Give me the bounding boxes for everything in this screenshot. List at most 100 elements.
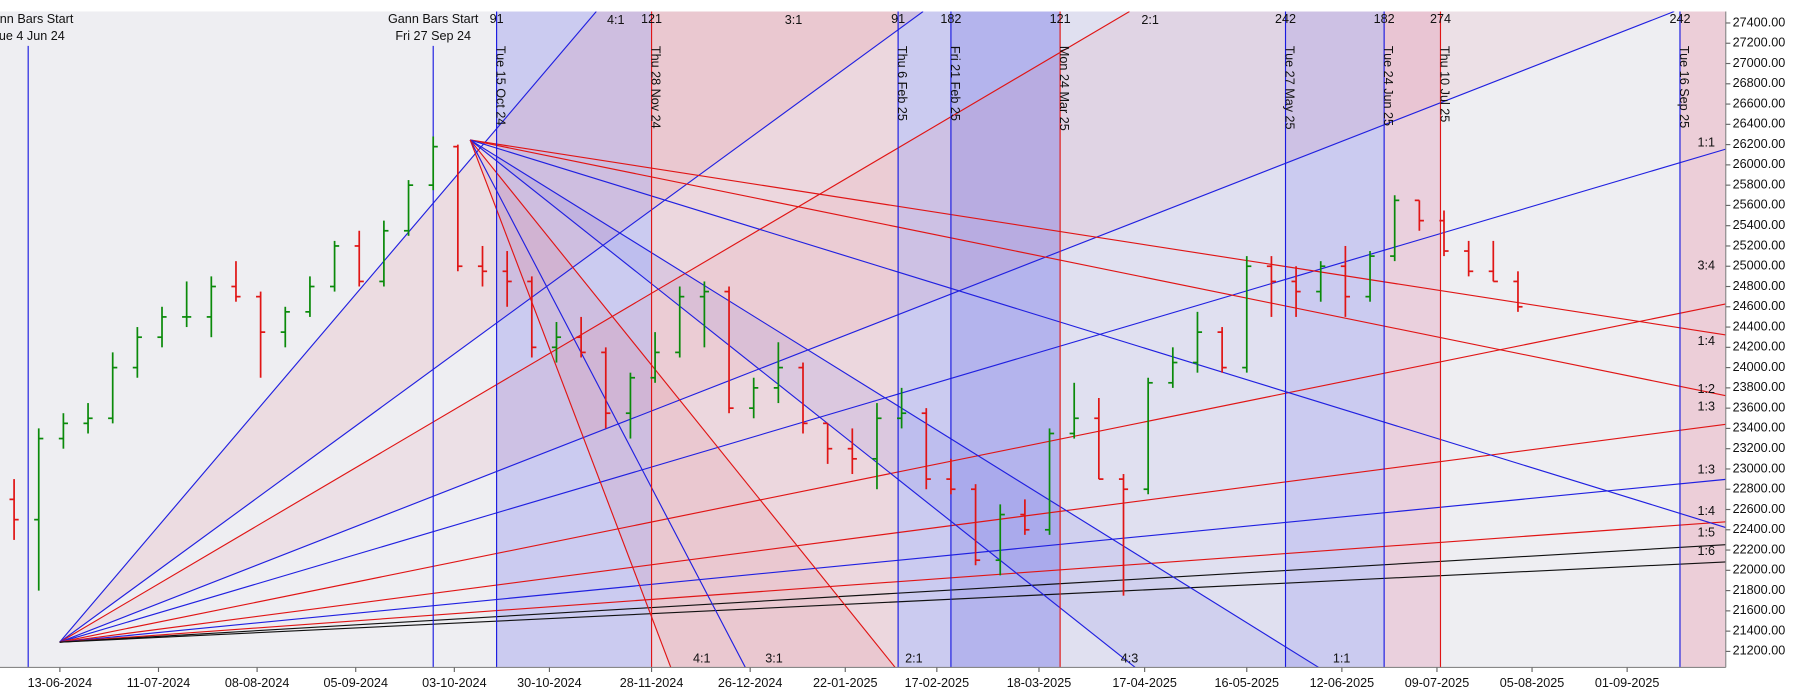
y-tick-label: 21400.00: [1733, 623, 1786, 637]
x-tick-label: 17-02-2025: [905, 676, 970, 690]
bar-count: 242: [1275, 12, 1296, 26]
time-line-label: Mon 24 Mar 25: [1057, 46, 1071, 131]
ratio-label: 1:4: [1697, 334, 1715, 348]
x-tick-label: 13-06-2024: [28, 676, 93, 690]
ratio-label: 3:1: [765, 652, 783, 666]
time-line-label: Fri 21 Feb 25: [948, 46, 962, 121]
ratio-label: 1:1: [1333, 652, 1351, 666]
start-date: Tue 4 Jun 24: [0, 29, 65, 43]
ratio-label: 4:3: [1121, 652, 1139, 666]
band: [1679, 11, 1726, 668]
bar-count: 182: [940, 12, 961, 26]
ratio-label: 1:1: [1697, 136, 1715, 150]
time-line-label: Thu 28 Nov 24: [649, 46, 663, 129]
time-line-label: Tue 27 May 25: [1283, 46, 1297, 130]
fan-line: [59, 521, 1726, 643]
ratio-label: 1:4: [1697, 504, 1715, 518]
y-tick-label: 21600.00: [1733, 603, 1786, 617]
time-line-label: Tue 24 Jun 25: [1381, 46, 1395, 126]
start-date: Fri 27 Sep 24: [395, 29, 471, 43]
y-tick-label: 24200.00: [1733, 340, 1786, 354]
ratio-label: 2:1: [1141, 13, 1159, 27]
fan-line: [469, 139, 672, 668]
time-line-label: Tue 16 Sep 25: [1677, 46, 1691, 128]
y-tick-label: 23600.00: [1733, 400, 1786, 414]
y-tick-label: 23800.00: [1733, 380, 1786, 394]
ratio-label: 4:1: [693, 652, 711, 666]
y-tick-label: 22600.00: [1733, 502, 1786, 516]
labels: Gann Bars Start Tue 4 Jun 24 Gann Bars Sta…: [0, 12, 1715, 666]
bar-count: 91: [891, 12, 905, 26]
ratio-label: 1:6: [1697, 544, 1715, 558]
y-tick-label: 22800.00: [1733, 482, 1786, 496]
x-tick-label: 28-11-2024: [620, 676, 684, 690]
time-line-label: Tue 15 Oct 24: [494, 46, 508, 125]
y-tick-label: 22400.00: [1733, 522, 1786, 536]
fan-line: [59, 561, 1726, 643]
x-tick-label: 01-09-2025: [1595, 676, 1660, 690]
y-tick-label: 23200.00: [1733, 441, 1786, 455]
band: [651, 11, 899, 668]
x-tick-label: 26-12-2024: [718, 676, 782, 690]
fan-line: [59, 148, 1726, 643]
x-tick-label: 16-05-2025: [1215, 676, 1279, 690]
x-tick-label: 11-07-2024: [127, 676, 191, 690]
ratio-label: 4:1: [607, 13, 625, 27]
ratio-label: 1:5: [1697, 526, 1715, 540]
y-tick-label: 24000.00: [1733, 360, 1786, 374]
x-tick-label: 30-10-2024: [517, 676, 582, 690]
bar-count: 121: [641, 12, 662, 26]
y-tick-label: 23400.00: [1733, 421, 1786, 435]
x-tick-label: 09-07-2025: [1405, 676, 1470, 690]
y-tick-label: 26200.00: [1733, 137, 1786, 151]
fan-line: [59, 303, 1726, 643]
y-tick-label: 25400.00: [1733, 218, 1786, 232]
start-header: Gann Bars Start: [0, 12, 74, 26]
y-tick-label: 26600.00: [1733, 96, 1786, 110]
y-tick-label: 27200.00: [1733, 36, 1786, 50]
fan-line: [469, 139, 896, 668]
bar-count: 91: [490, 12, 504, 26]
y-tick-label: 27400.00: [1733, 15, 1786, 29]
ratio-label: 3:1: [785, 13, 803, 27]
gann-fans: [59, 11, 1726, 668]
price-bars: [9, 136, 1523, 596]
y-tick-label: 25000.00: [1733, 259, 1786, 273]
bar-count: 274: [1430, 12, 1451, 26]
bar-count: 242: [1669, 12, 1690, 26]
x-tick-label: 05-09-2024: [323, 676, 388, 690]
y-tick-label: 24600.00: [1733, 299, 1786, 313]
time-lines: [27, 11, 1681, 668]
x-tick-label: 08-08-2024: [225, 676, 290, 690]
band: [1285, 11, 1385, 668]
y-tick-label: 24400.00: [1733, 319, 1786, 333]
bands: [496, 11, 1726, 668]
fan-line: [470, 139, 1726, 336]
x-tick-label: 18-03-2025: [1007, 676, 1072, 690]
fan-line: [59, 423, 1726, 643]
y-tick-label: 25600.00: [1733, 198, 1786, 212]
bar-count: 121: [1050, 12, 1071, 26]
y-tick-label: 26400.00: [1733, 117, 1786, 131]
ratio-label: 1:3: [1697, 399, 1715, 413]
x-tick-label: 03-10-2024: [422, 676, 487, 690]
y-tick-label: 25200.00: [1733, 238, 1786, 252]
x-tick-label: 17-04-2025: [1112, 676, 1177, 690]
y-tick-label: 27000.00: [1733, 56, 1786, 70]
y-tick-label: 21200.00: [1733, 644, 1786, 658]
x-tick-label: 12-06-2025: [1310, 676, 1375, 690]
x-tick-label: 22-01-2025: [813, 676, 878, 690]
fan-line: [469, 139, 1319, 668]
fan-line: [469, 139, 1726, 529]
band: [1060, 11, 1286, 668]
bar-count: 182: [1374, 12, 1395, 26]
start-header: Gann Bars Start: [388, 12, 479, 26]
y-tick-label: 21800.00: [1733, 583, 1786, 597]
y-tick-label: 22000.00: [1733, 563, 1786, 577]
x-tick-label: 05-08-2025: [1500, 676, 1564, 690]
ratio-label: 1:2: [1697, 382, 1715, 396]
y-tick-label: 26000.00: [1733, 157, 1786, 171]
time-line-label: Thu 6 Feb 25: [895, 46, 909, 121]
y-tick-label: 26800.00: [1733, 76, 1786, 90]
